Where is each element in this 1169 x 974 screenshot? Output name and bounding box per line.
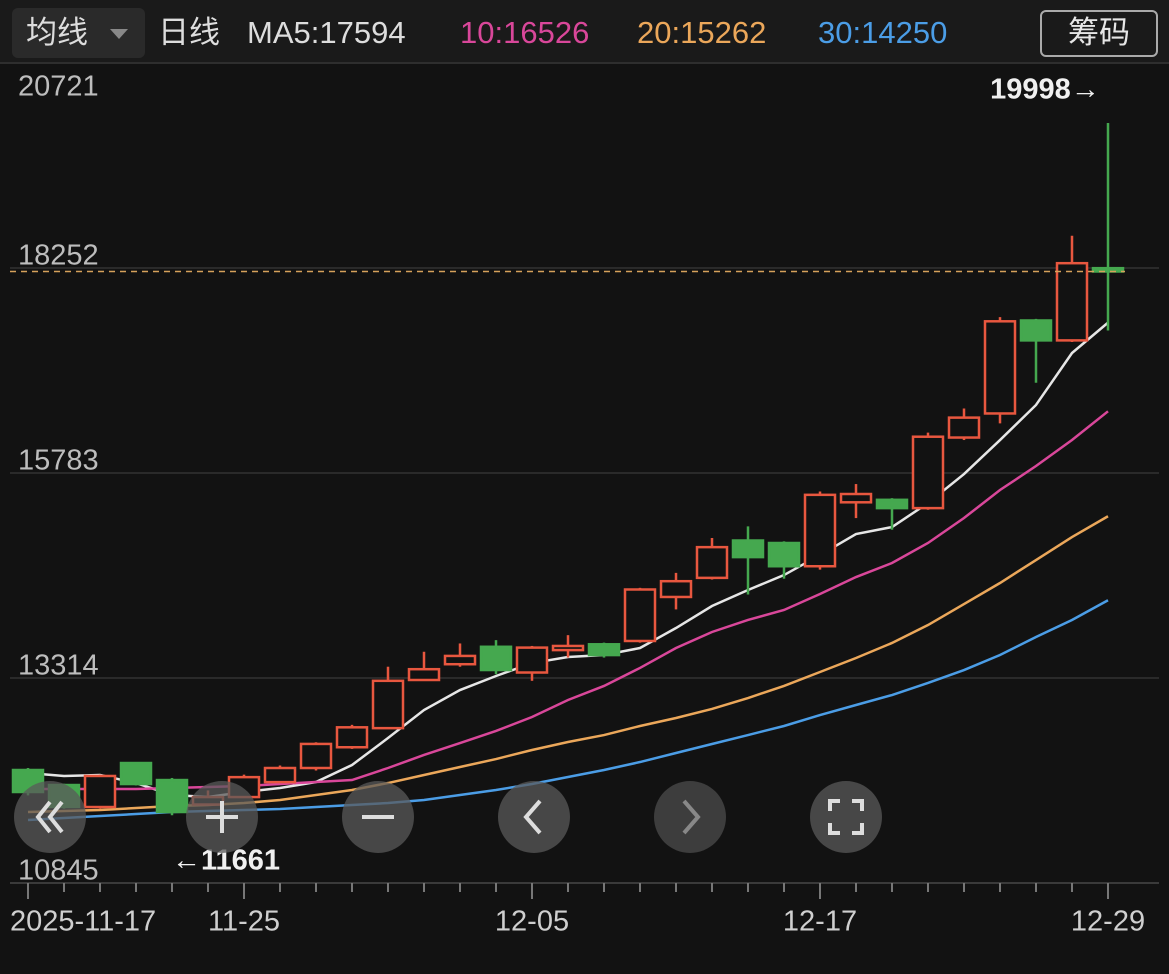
legend: MA5:17594 10:16526 20:15262 30:14250 [247, 15, 947, 50]
legend-name: MA5 [247, 15, 311, 50]
candle-body [515, 646, 549, 674]
candle-body [731, 539, 765, 559]
candle-body [695, 545, 729, 580]
x-tick-label: 12-05 [495, 906, 569, 938]
candle-body [551, 644, 585, 652]
legend-entry: 20:15262 [637, 15, 766, 50]
next-button[interactable] [654, 781, 726, 853]
candle-body [803, 493, 837, 568]
toolbar [0, 0, 1169, 64]
x-tick-label: 12-29 [1071, 906, 1145, 938]
candle-body [1055, 261, 1089, 342]
x-tick-label: 2025-11-17 [10, 906, 156, 938]
legend-name: 30 [818, 15, 852, 50]
fullscreen-button[interactable] [810, 781, 882, 853]
candle-body [839, 492, 873, 504]
legend-name: 20 [637, 15, 671, 50]
x-tick-label: 11-25 [208, 906, 280, 938]
plus-icon [206, 801, 238, 833]
candle-body [371, 679, 405, 730]
nav-buttons [14, 781, 882, 853]
candle-body [947, 416, 981, 439]
candle-body [587, 643, 621, 657]
indicator-label: 均线 [26, 15, 88, 50]
high-annotation: 19998→ [990, 74, 1100, 106]
y-tick-label: 15783 [18, 445, 99, 477]
candle-body [335, 726, 369, 749]
candle-body [983, 320, 1017, 415]
y-tick-label: 10845 [18, 855, 99, 887]
candle-body [1019, 319, 1053, 342]
legend-value: 15262 [680, 15, 766, 50]
candle-body [155, 778, 189, 814]
right-icon [682, 799, 701, 835]
candle-body [1091, 266, 1125, 273]
y-tick-label: 13314 [18, 650, 99, 682]
legend-name: 10 [460, 15, 494, 50]
legend-value: 16526 [503, 15, 589, 50]
double-left-icon [35, 800, 64, 834]
legend-entry: 30:14250 [818, 15, 947, 50]
legend-value: 17594 [319, 15, 405, 50]
candle-body [767, 541, 801, 568]
indicator-dropdown[interactable] [12, 8, 145, 58]
y-tick-label: 20721 [18, 71, 99, 103]
prev-button[interactable] [498, 781, 570, 853]
chips-button-label: 筹码 [1068, 15, 1130, 50]
candle-body [659, 579, 693, 599]
dropdown-arrow [110, 29, 128, 39]
legend-entry: MA5:17594 [247, 15, 406, 50]
period-label: 日线 [158, 15, 220, 50]
candle-body [119, 761, 153, 786]
candle-body [407, 667, 441, 682]
y-tick-label: 18252 [18, 240, 99, 272]
legend-value: 14250 [861, 15, 947, 50]
candle-body [911, 435, 945, 510]
candle-body [443, 654, 477, 666]
left-icon [523, 799, 542, 835]
candle-body [263, 766, 297, 784]
candle-body [875, 498, 909, 510]
candle-body [479, 645, 513, 672]
candle-body [623, 588, 657, 643]
candle-body [299, 742, 333, 770]
legend-entry: 10:16526 [460, 15, 589, 50]
fullscreen-icon [828, 799, 864, 835]
x-tick-label: 12-17 [783, 906, 857, 938]
chips-button[interactable] [1040, 10, 1158, 57]
candle-body [83, 774, 117, 809]
